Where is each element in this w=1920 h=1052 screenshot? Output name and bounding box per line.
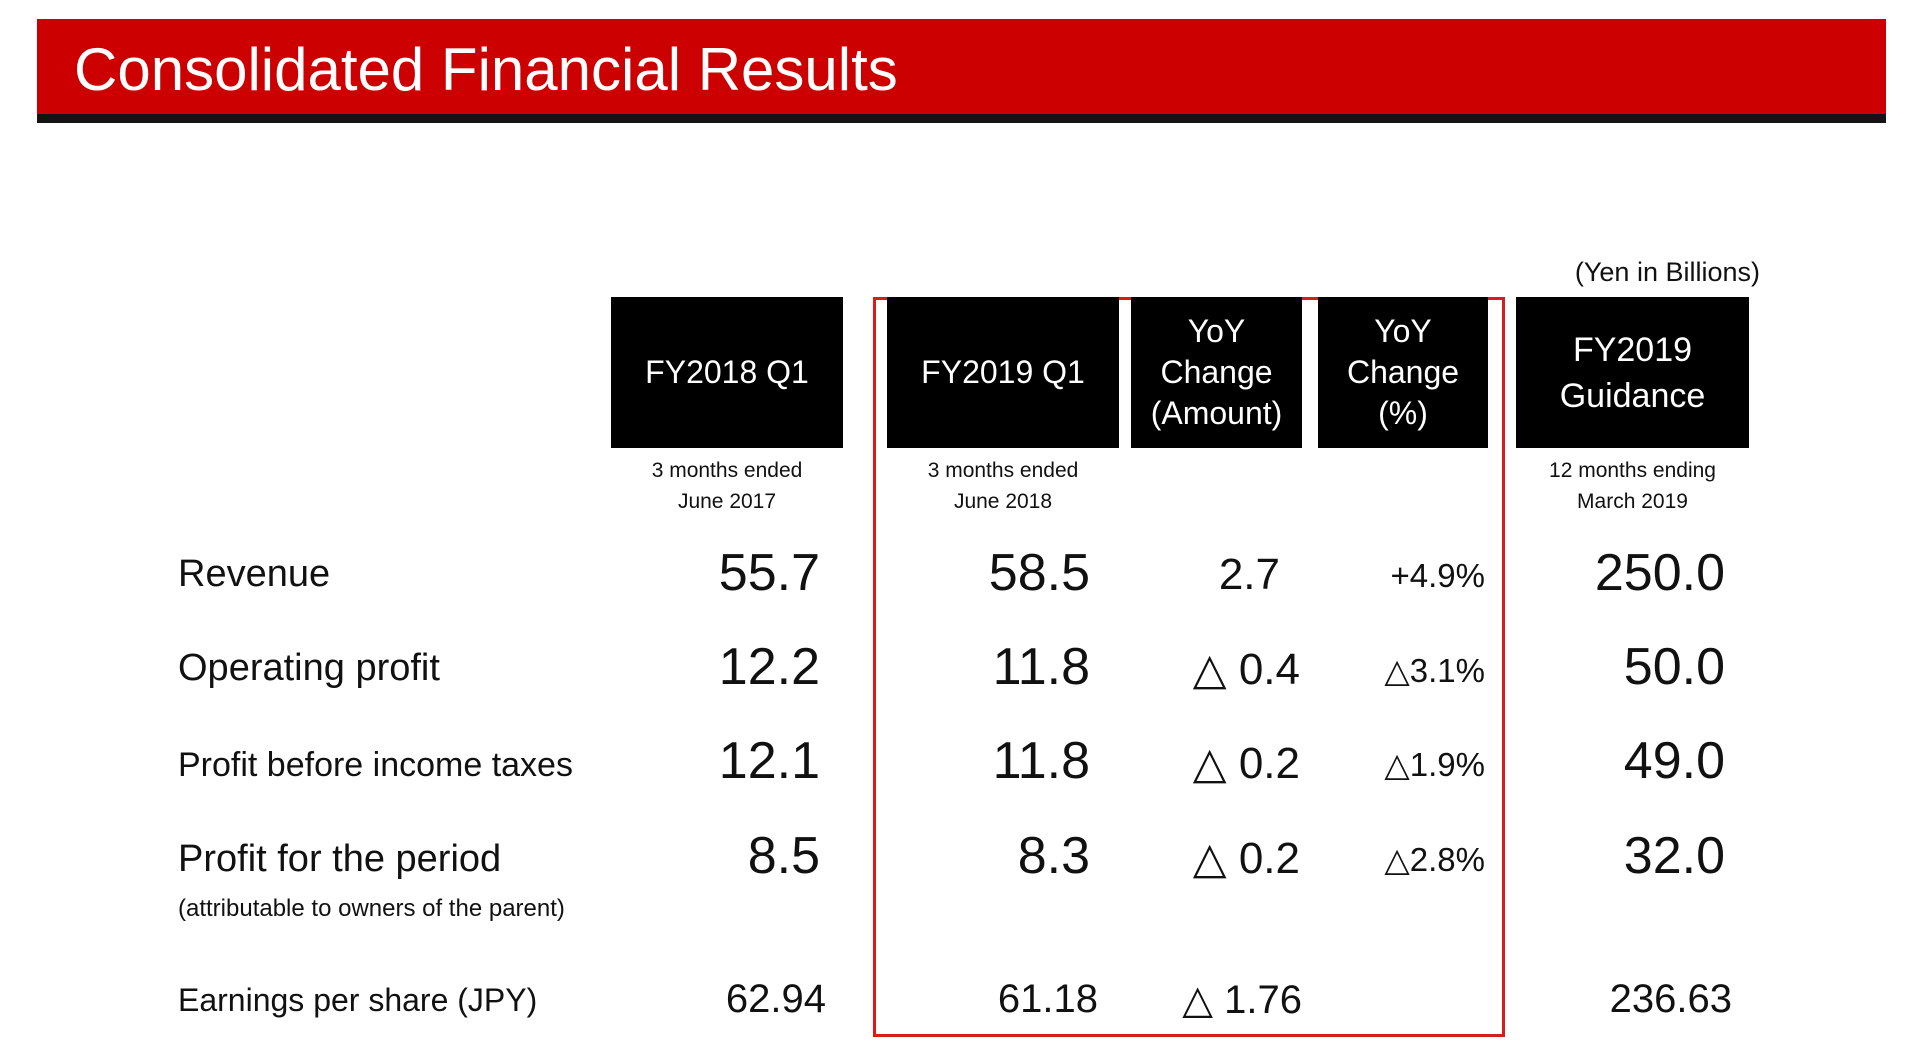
row-label-profit-for-period: Profit for the period (178, 838, 502, 880)
header-yoy-percent: YoY Change (%) (1318, 297, 1488, 448)
title-bar: Consolidated Financial Results (37, 19, 1886, 123)
eps-fy2018-q1: 62.94 (725, 977, 826, 1021)
profit-for-period-yoy-amount: △ 0.2 (1192, 834, 1300, 883)
profit-before-taxes-fy2018-q1: 12.1 (718, 732, 820, 790)
operating-profit-yoy-amount: △ 0.4 (1192, 645, 1300, 694)
profit-before-taxes-fy2019-q1: 11.8 (992, 732, 1090, 790)
header-fy2018-q1-label: FY2018 Q1 (645, 354, 809, 390)
eps-fy2019-guidance: 236.63 (1609, 977, 1732, 1021)
row-sublabel-attributable: (attributable to owners of the parent) (178, 895, 565, 922)
header-yoy-amount-label: YoY Change (Amount) (1150, 313, 1283, 431)
header-fy2019-guidance-label: FY2019 Guidance (1559, 330, 1706, 415)
profit-before-taxes-yoy-percent: △1.9% (1384, 746, 1485, 783)
revenue-fy2019-q1: 58.5 (988, 544, 1090, 602)
header-fy2018-q1: FY2018 Q1 (611, 297, 843, 448)
row-label-profit-before-taxes: Profit before income taxes (178, 746, 573, 784)
revenue-yoy-amount: 2.7 (1218, 550, 1280, 599)
profit-for-period-fy2019-guidance: 32.0 (1623, 827, 1725, 885)
header-yoy-amount: YoY Change (Amount) (1131, 297, 1302, 448)
revenue-yoy-percent: +4.9% (1390, 557, 1486, 594)
header-fy2019-guidance: FY2019 Guidance (1516, 297, 1749, 448)
operating-profit-fy2018-q1: 12.2 (718, 638, 820, 696)
profit-before-taxes-fy2019-guidance: 49.0 (1623, 732, 1725, 790)
profit-before-taxes-yoy-amount: △ 0.2 (1192, 739, 1300, 788)
row-label-revenue: Revenue (178, 553, 331, 595)
profit-for-period-fy2019-q1: 8.3 (1017, 827, 1090, 885)
units-note: (Yen in Billions) (1574, 257, 1760, 287)
subheader-fy2018-q1: 3 months ended June 2017 (651, 459, 803, 513)
profit-for-period-yoy-percent: △2.8% (1384, 841, 1485, 878)
revenue-fy2018-q1: 55.7 (718, 544, 820, 602)
header-yoy-percent-label: YoY Change (%) (1346, 313, 1460, 431)
eps-fy2019-q1: 61.18 (997, 977, 1098, 1021)
operating-profit-fy2019-guidance: 50.0 (1623, 638, 1725, 696)
eps-yoy-amount: △ 1.76 (1182, 978, 1302, 1022)
row-label-operating-profit: Operating profit (178, 647, 440, 689)
operating-profit-yoy-percent: △3.1% (1384, 652, 1485, 689)
subheader-fy2019-guidance: 12 months ending March 2019 (1549, 459, 1716, 513)
operating-profit-fy2019-q1: 11.8 (992, 638, 1090, 696)
profit-for-period-fy2018-q1: 8.5 (747, 827, 820, 885)
header-fy2019-q1: FY2019 Q1 (887, 297, 1119, 448)
revenue-fy2019-guidance: 250.0 (1594, 544, 1725, 602)
page-title: Consolidated Financial Results (74, 36, 898, 103)
row-label-eps: Earnings per share (JPY) (178, 982, 538, 1018)
header-fy2019-q1-label: FY2019 Q1 (921, 354, 1085, 390)
subheader-fy2019-q1: 3 months ended June 2018 (927, 459, 1079, 513)
